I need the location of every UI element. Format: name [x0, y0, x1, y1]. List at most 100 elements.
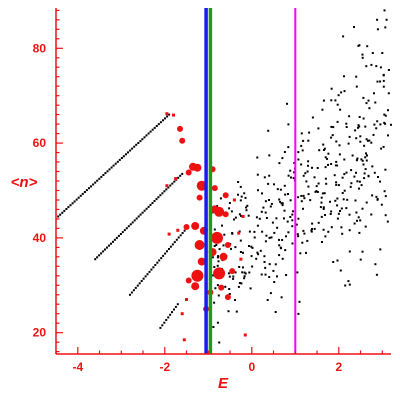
curve-1-point [131, 147, 134, 150]
curve-1-point [159, 121, 162, 124]
cloud-point [345, 126, 348, 128]
cloud-point [268, 263, 271, 266]
cloud-point [363, 172, 366, 175]
cloud-point [262, 206, 265, 209]
cloud-point [248, 245, 250, 247]
cloud-point [247, 214, 250, 217]
cloud-point [341, 232, 344, 235]
cloud-point [383, 190, 386, 193]
curve-2-point [106, 246, 108, 249]
curve-2-point [137, 215, 140, 218]
cloud-point [348, 115, 351, 118]
cloud-point [302, 194, 305, 197]
curve-1-point [116, 160, 119, 163]
cloud-point [267, 182, 270, 185]
red-point [179, 137, 186, 144]
cloud-point [342, 198, 345, 201]
cloud-point [215, 244, 218, 246]
curve-3-point [171, 243, 174, 246]
cloud-point [324, 177, 327, 180]
cloud-point [213, 245, 216, 247]
cloud-point [358, 125, 361, 128]
cloud-point [263, 176, 266, 179]
cloud-point [362, 163, 365, 166]
cloud-point [334, 164, 337, 167]
cloud-point [382, 74, 385, 77]
cloud-point [218, 248, 221, 251]
curve-4-point [159, 326, 162, 329]
cloud-point [379, 180, 381, 183]
red-point [165, 184, 169, 188]
cloud-point [310, 229, 313, 232]
curve-3-point [166, 250, 168, 253]
red-point [222, 192, 229, 199]
cloud-point [320, 201, 323, 204]
cloud-point [290, 176, 292, 179]
cloud-point [322, 208, 325, 210]
cloud-point [232, 277, 235, 280]
cloud-point [317, 221, 320, 224]
cloud-point [375, 273, 378, 276]
cloud-point [251, 265, 254, 268]
cloud-point [357, 216, 360, 219]
cloud-point [387, 92, 390, 95]
cloud-point [363, 177, 366, 180]
cloud-point [330, 210, 333, 213]
cloud-point [316, 191, 319, 193]
cloud-point [283, 217, 285, 220]
cloud-point [232, 275, 235, 278]
cloud-point [281, 257, 284, 260]
red-point [167, 232, 171, 236]
cloud-point [379, 80, 382, 83]
cloud-point [287, 146, 290, 149]
cloud-point [306, 239, 309, 242]
curve-1-point [147, 132, 150, 135]
cloud-point [237, 285, 240, 288]
curve-3-point [150, 268, 153, 271]
cloud-point [348, 213, 351, 216]
cloud-point [332, 261, 335, 263]
cloud-point [371, 52, 374, 54]
curve-1-point [141, 138, 144, 141]
cloud-point [264, 266, 267, 269]
cloud-point [313, 227, 316, 230]
cloud-point [230, 210, 233, 213]
y-axis-label: <n> [11, 174, 38, 191]
red-point [196, 180, 207, 191]
cloud-point [297, 217, 300, 220]
curve-3-point [136, 284, 139, 287]
y-tick-label: 20 [33, 326, 47, 340]
curve-2-point [119, 233, 122, 235]
curve-1-point [139, 140, 142, 143]
cloud-point [301, 149, 304, 152]
cloud-point [384, 214, 387, 217]
red-point [211, 185, 218, 192]
axes: -4 -2 0 2 20 40 60 80 [33, 8, 391, 374]
curve-2-point [173, 180, 176, 183]
cloud-point [255, 257, 258, 260]
cloud-point [237, 181, 240, 183]
cloud-point [281, 239, 284, 241]
cloud-point [364, 125, 367, 128]
cloud-point [292, 210, 294, 213]
cloud-point [327, 152, 330, 155]
cloud-point [285, 274, 288, 276]
cloud-point [284, 249, 287, 252]
cloud-point [336, 217, 339, 220]
chart-marks [57, 9, 392, 344]
cloud-point [305, 180, 308, 183]
cloud-point [356, 219, 358, 222]
curve-2-point [127, 225, 130, 228]
cloud-point [256, 224, 259, 227]
cloud-point [297, 196, 300, 199]
cloud-point [219, 197, 222, 200]
curve-1-point [120, 157, 123, 159]
red-point [191, 282, 200, 291]
cloud-point [227, 272, 230, 275]
curve-2-point [125, 227, 128, 230]
curve-2-point [133, 219, 136, 222]
cloud-point [358, 180, 361, 183]
red-point [213, 267, 226, 280]
cloud-point [240, 214, 242, 217]
